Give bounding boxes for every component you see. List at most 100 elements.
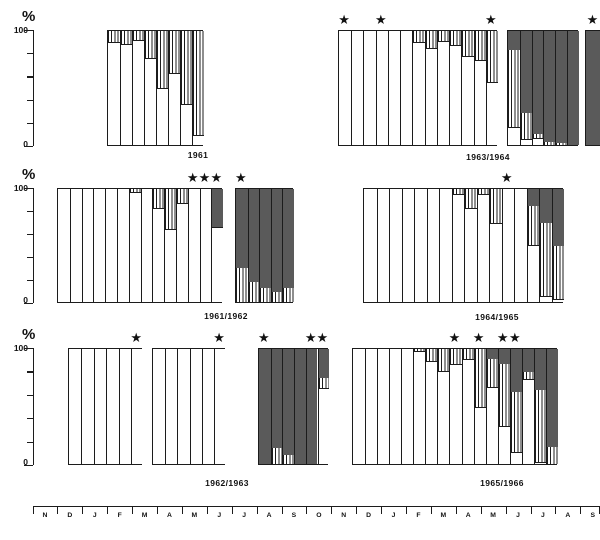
white-segment <box>486 386 498 464</box>
significance-star-icon: ★ <box>198 170 211 185</box>
bar <box>211 189 224 302</box>
bar <box>353 349 366 464</box>
white-segment <box>402 349 414 464</box>
bar <box>69 189 82 302</box>
white-segment <box>510 452 522 464</box>
white-segment <box>153 208 165 302</box>
white-segment <box>178 349 190 464</box>
dark-segment <box>306 349 318 464</box>
dark-segment <box>248 189 260 282</box>
panel-label-1965-1966: 1965/1966 <box>480 478 524 488</box>
month-axis-tick <box>480 506 482 514</box>
hatched-segment <box>248 281 260 302</box>
month-letter: J <box>217 512 222 519</box>
month-axis-tick <box>107 506 109 514</box>
hatched-segment <box>532 133 544 139</box>
white-segment <box>390 189 402 302</box>
white-segment <box>438 370 450 464</box>
month-letter: N <box>42 512 48 519</box>
bar <box>363 31 376 145</box>
bar <box>501 189 514 302</box>
hatched-segment <box>413 31 425 43</box>
bar <box>461 31 474 145</box>
panel-label-1961-1962: 1961/1962 <box>204 311 248 321</box>
bar <box>375 31 388 145</box>
hatched-segment <box>181 31 192 104</box>
bar <box>165 349 178 464</box>
y-axis-max-label: 100 <box>13 343 28 353</box>
white-segment <box>401 31 413 145</box>
hatched-segment <box>414 349 426 352</box>
bar <box>414 189 427 302</box>
white-segment <box>190 349 202 464</box>
bar <box>81 189 94 302</box>
significance-star-icon: ★ <box>586 12 599 27</box>
month-axis-tick <box>57 506 59 514</box>
bar <box>449 31 462 145</box>
white-segment <box>425 48 437 145</box>
dark-segment <box>532 31 544 134</box>
significance-star-icon: ★ <box>186 170 199 185</box>
month-axis-tick <box>530 506 532 514</box>
y-axis-tick <box>27 76 33 78</box>
white-segment <box>414 351 426 464</box>
month-axis-tick <box>356 506 358 514</box>
white-segment <box>339 31 352 145</box>
significance-star-icon: ★ <box>316 330 329 345</box>
month-letter: A <box>565 512 571 519</box>
panel-block-1963-1964 <box>585 30 600 146</box>
white-segment <box>508 126 520 145</box>
y-axis-tick <box>27 234 33 236</box>
significance-star-icon: ★ <box>338 12 350 27</box>
bar <box>509 349 522 464</box>
white-segment <box>413 42 425 145</box>
y-axis-tick <box>27 441 33 443</box>
white-segment <box>534 461 546 464</box>
white-segment <box>200 189 212 302</box>
y-axis-percent-label: % <box>22 166 36 183</box>
panel-label-1963-1964: 1963/1964 <box>466 152 510 162</box>
bar <box>118 349 131 464</box>
white-segment <box>212 227 224 302</box>
bar <box>69 349 82 464</box>
white-segment <box>520 139 532 145</box>
month-axis-tick <box>580 506 582 514</box>
bar <box>140 189 153 302</box>
month-axis-tick <box>181 506 183 514</box>
significance-star-icon: ★ <box>213 330 225 345</box>
month-axis-line <box>32 506 600 508</box>
white-segment <box>108 42 120 145</box>
y-axis-tick <box>27 394 33 396</box>
white-segment <box>540 296 552 302</box>
bar <box>586 31 600 145</box>
bar <box>105 189 117 302</box>
bar <box>526 189 539 302</box>
y-axis-tick <box>24 188 33 190</box>
white-segment <box>452 193 464 302</box>
y-axis-percent-label: % <box>22 326 36 343</box>
white-segment <box>390 349 402 464</box>
bar <box>199 189 212 302</box>
bar <box>156 31 168 145</box>
month-letter: S <box>590 512 596 519</box>
bar <box>351 31 364 145</box>
bar <box>400 31 413 145</box>
hatched-segment <box>121 31 132 44</box>
month-letter: M <box>191 512 198 519</box>
white-segment <box>202 349 214 464</box>
y-axis-tick <box>24 348 33 350</box>
significance-star-icon: ★ <box>472 330 485 345</box>
white-segment <box>522 378 534 464</box>
hatched-segment <box>165 189 176 229</box>
white-segment <box>193 134 204 145</box>
month-letter: J <box>391 512 396 519</box>
hatched-segment <box>438 349 450 371</box>
month-letter: D <box>67 512 73 519</box>
white-segment <box>157 88 168 145</box>
bar <box>377 349 390 464</box>
hatched-segment <box>129 189 141 193</box>
bar <box>401 349 414 464</box>
hatched-segment <box>486 359 498 387</box>
hatched-segment <box>450 349 462 364</box>
white-segment <box>515 189 527 302</box>
